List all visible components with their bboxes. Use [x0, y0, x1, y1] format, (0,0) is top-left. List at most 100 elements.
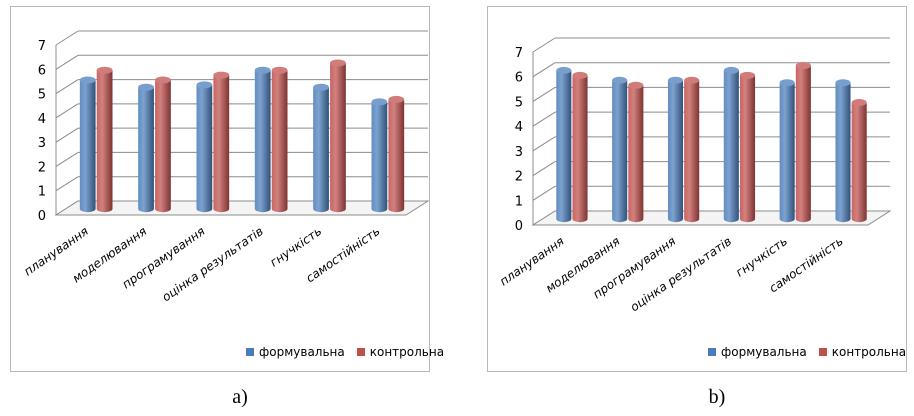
legend-swatch-control	[356, 348, 365, 356]
bar-formative	[779, 79, 795, 223]
bar-control	[388, 95, 405, 213]
bars: плануваннямоделюванняпрограмуванняоцінка…	[21, 59, 405, 304]
bar-body	[155, 79, 171, 213]
bar-top	[779, 79, 795, 87]
bar-formative	[79, 76, 96, 213]
bar-formative	[313, 83, 329, 213]
bar-top	[138, 83, 154, 91]
bar-top	[835, 79, 851, 87]
y-tick-label: 5	[515, 95, 523, 110]
bar-body	[330, 62, 346, 213]
bar-body	[851, 102, 867, 223]
chart-panel-a: 0 1 2 3 4 5 6 7 планування моделювання програмуван…	[10, 6, 444, 372]
bar-control	[572, 71, 588, 223]
bar-top	[667, 76, 684, 84]
y-tick-label: 4	[515, 120, 523, 135]
bar-body	[254, 70, 271, 213]
bar-body	[271, 70, 288, 213]
bar-body	[556, 70, 572, 223]
bar-control	[851, 99, 867, 223]
bar-body	[313, 87, 329, 213]
legend-b: формувальна контрольна	[708, 345, 914, 359]
grid-slant	[532, 185, 556, 201]
bar-formative	[254, 66, 271, 213]
bar-control	[213, 71, 230, 213]
x-tick-label: оцінка результатів	[628, 234, 734, 314]
bar-body	[835, 82, 851, 223]
bar-top	[795, 61, 811, 69]
gridlines: 0 1 2 3 4 5 6 7	[38, 30, 430, 224]
bar-formative	[723, 66, 739, 223]
grid-slant	[55, 30, 79, 46]
figure-caption-b: b)	[708, 386, 726, 408]
bar-chart-b: 01234567плануваннямоделюванняпрограмуван…	[497, 37, 892, 314]
grid-slant	[55, 54, 79, 70]
y-tick-label: 1	[38, 185, 46, 200]
bar-body	[723, 70, 739, 223]
bar-control	[739, 71, 756, 223]
grid-slant	[532, 87, 556, 102]
grid-slant	[532, 37, 556, 53]
y-tick-label: 2	[38, 160, 46, 175]
legend-swatch-formative	[708, 348, 716, 356]
grid-slant	[532, 62, 556, 78]
x-tick-label: гнучкість	[267, 224, 324, 270]
bar-body	[572, 75, 588, 223]
legend-entry-control: контрольна	[818, 345, 907, 359]
bar-top	[213, 71, 230, 79]
chart-panel-b: 0 1 2 3 4 5 6 7 планування моделювання програмуван…	[487, 6, 907, 372]
bar-top	[684, 76, 700, 84]
bar-top	[851, 99, 867, 107]
legend-label-formative: формувальна	[259, 345, 345, 359]
y-tick-label: 6	[515, 71, 523, 86]
grid-slant	[55, 79, 79, 94]
y-tick-label: 6	[38, 63, 46, 78]
bar-body	[196, 84, 213, 213]
bar-formative	[556, 66, 572, 223]
bar-top	[330, 59, 346, 67]
y-tick-label: 5	[38, 88, 46, 103]
bar-body	[388, 99, 405, 213]
legend-entry-formative: формувальна	[708, 345, 807, 359]
y-tick-label: 3	[515, 145, 523, 160]
bar-body	[79, 79, 96, 213]
bar-body	[667, 80, 684, 223]
legend-label-control: контрольна	[369, 345, 445, 359]
y-tick-label: 7	[515, 46, 523, 61]
legend-swatch-control	[818, 348, 827, 356]
bar-control	[684, 76, 700, 223]
bar-body	[371, 101, 388, 213]
bar-control	[795, 61, 811, 223]
bar-top	[79, 76, 96, 84]
bar-top	[313, 83, 329, 91]
bar-top	[556, 66, 572, 74]
grid-slant	[532, 161, 556, 176]
legend-label-control: контрольна	[831, 345, 907, 359]
x-tick-label: оцінка результатів	[159, 224, 265, 304]
figure-caption-a: a)	[232, 386, 248, 408]
y-tick-label: 0	[38, 209, 46, 224]
bar-body	[684, 80, 700, 223]
bar-top	[739, 71, 756, 79]
bar-formative	[667, 76, 684, 223]
bar-formative	[196, 81, 213, 213]
bar-body	[612, 80, 628, 223]
grid-slant	[55, 127, 79, 143]
grid-slant	[55, 152, 79, 167]
bar-top	[96, 66, 113, 74]
bar-top	[155, 76, 171, 84]
bar-top	[271, 66, 288, 74]
bar-body	[795, 65, 811, 223]
y-tick-label: 0	[515, 219, 523, 234]
bar-formative	[138, 83, 154, 213]
grid-slant	[532, 136, 556, 152]
y-tick-label: 3	[38, 136, 46, 151]
bar-formative	[612, 76, 628, 223]
y-tick-label: 4	[38, 112, 46, 127]
bar-top	[572, 71, 588, 79]
y-tick-label: 1	[515, 194, 523, 209]
legend-a: формувальна контрольна	[246, 345, 456, 359]
y-tick-label: 7	[38, 39, 46, 54]
legend-entry-formative: формувальна	[246, 345, 345, 359]
bar-top	[723, 66, 739, 74]
